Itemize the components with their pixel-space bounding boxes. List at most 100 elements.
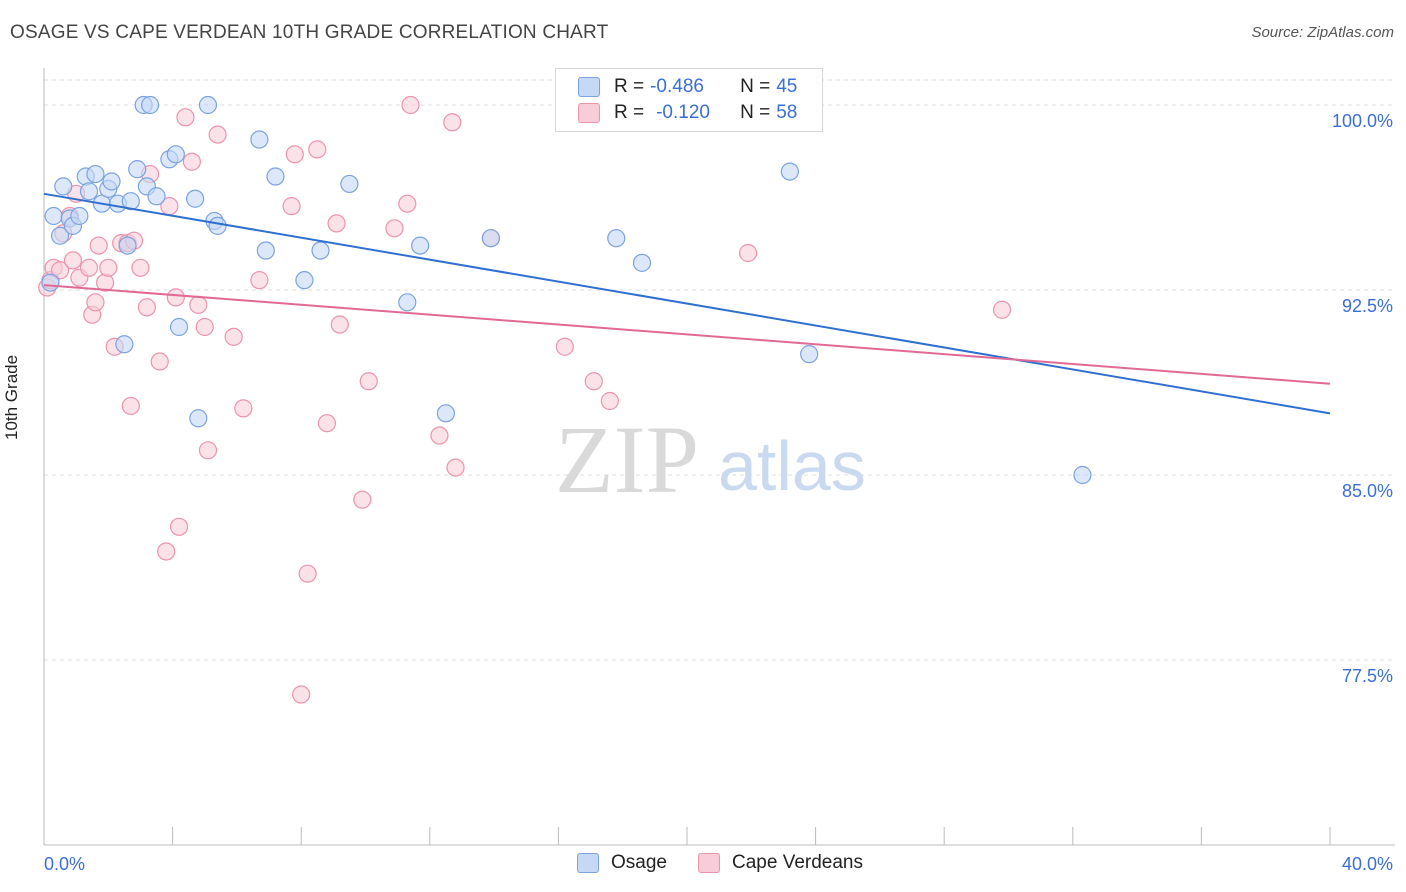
osage-point	[86, 164, 105, 184]
osage-point	[198, 95, 218, 115]
legend-cape-label: Cape Verdeans	[732, 852, 863, 873]
cape-verdeans-point	[308, 140, 327, 159]
osage-point	[128, 160, 147, 179]
y-tick-label: 77.5%	[1342, 666, 1393, 686]
cape-verdeans-point	[600, 391, 619, 411]
cape-verdeans-point	[330, 315, 349, 334]
osage-point	[266, 167, 285, 186]
cape-verdeans-point	[992, 300, 1012, 319]
osage-point	[436, 404, 455, 423]
cape-verdeans-point	[63, 251, 83, 270]
cape-verdeans-point	[166, 288, 185, 307]
axes	[43, 68, 1395, 846]
cape-verdeans-point	[86, 293, 105, 312]
osage-point	[70, 206, 89, 226]
watermark: ZIP atlas	[555, 406, 866, 513]
legend-r-label: R =	[614, 102, 645, 123]
osage-point	[411, 236, 430, 255]
osage-swatch	[578, 77, 600, 97]
osage-point	[115, 335, 134, 354]
legend-r-value: -0.486	[650, 76, 704, 97]
legend-item-cape-verdeans: Cape Verdeans	[698, 852, 863, 874]
cape-verdeans-point	[89, 236, 108, 255]
gridlines	[44, 79, 1395, 661]
osage-point	[208, 216, 227, 235]
y-axis-label: 10th Grade	[2, 354, 21, 440]
cape-verdeans-point	[131, 258, 150, 277]
osage-point	[140, 95, 160, 115]
osage-point	[607, 229, 626, 248]
watermark-atlas: atlas	[718, 427, 866, 505]
cape-verdeans-trend-line	[43, 284, 1331, 385]
osage-point	[800, 345, 819, 364]
cape-verdeans-point	[182, 152, 201, 171]
cape-verdeans-point	[555, 337, 574, 356]
cape-verdeans-point	[353, 490, 372, 509]
y-tick-label: 92.5%	[1342, 296, 1393, 316]
cape-verdeans-point	[198, 441, 218, 460]
osage-point	[169, 317, 189, 337]
cape-legend-swatch	[698, 853, 720, 873]
osage-point	[250, 130, 269, 149]
cape-verdeans-point	[285, 145, 304, 164]
cape-verdeans-point	[317, 414, 337, 433]
cape-verdeans-point	[121, 396, 140, 416]
cape-verdeans-point	[359, 372, 378, 391]
y-tick-label: 85.0%	[1342, 481, 1393, 501]
cape-verdeans-point	[150, 352, 169, 371]
cape-verdeans-point	[385, 219, 404, 238]
osage-point	[44, 206, 63, 226]
cape-verdeans-point	[292, 685, 311, 704]
legend-r-label: R =	[614, 76, 645, 97]
osage-point	[398, 293, 417, 312]
cape-verdeans-point	[446, 458, 465, 477]
osage-point	[311, 241, 330, 260]
cape-verdeans-point	[189, 295, 208, 314]
osage-point	[632, 253, 652, 272]
series-legend: Osage Cape Verdeans	[0, 852, 1406, 878]
cape-swatch	[578, 103, 600, 123]
cape-verdeans-point	[327, 214, 346, 233]
x-tick-label: 40.0%	[1342, 854, 1393, 874]
legend-row-cape: R = -0.120 N = 58	[578, 101, 797, 125]
cape-verdeans-point	[79, 258, 99, 277]
cape-verdeans-point	[157, 542, 176, 561]
osage-point	[121, 192, 140, 211]
osage-point	[1073, 465, 1092, 485]
osage-point	[102, 172, 121, 191]
chart-source: Source: ZipAtlas.com	[1251, 24, 1394, 41]
legend-r-value: -0.120	[656, 102, 710, 123]
tick-labels: 77.5% 85.0% 92.5% 100.0% 0.0% 40.0%	[44, 111, 1393, 874]
watermark-zip: ZIP	[555, 406, 699, 513]
osage-point	[340, 174, 359, 194]
osage-point	[54, 177, 73, 196]
osage-point	[189, 409, 208, 428]
cape-verdeans-point	[401, 95, 420, 115]
cape-verdeans-point	[176, 108, 195, 127]
legend-item-osage: Osage	[577, 852, 667, 874]
cape-verdeans-point	[137, 298, 156, 317]
stats-legend: R = -0.486 N = 45 R = -0.120 N = 58	[555, 68, 823, 132]
osage-legend-swatch	[577, 853, 599, 873]
cape-verdeans-point	[298, 564, 317, 583]
chart-title: OSAGE VS CAPE VERDEAN 10TH GRADE CORRELA…	[10, 22, 609, 43]
legend-n-label: N =	[740, 102, 771, 123]
cape-verdeans-point	[282, 197, 301, 216]
osage-point	[79, 182, 99, 201]
osage-point	[295, 271, 314, 290]
cape-verdeans-point	[430, 426, 449, 445]
cape-verdeans-point	[443, 113, 462, 132]
osage-point	[481, 229, 500, 248]
cape-verdeans-point	[250, 271, 269, 290]
osage-point	[166, 145, 185, 164]
cape-verdeans-point	[195, 317, 214, 337]
osage-point	[780, 162, 799, 181]
cape-verdeans-point	[50, 261, 70, 280]
cape-verdeans-point	[224, 327, 243, 346]
osage-point	[186, 189, 205, 208]
osage-points	[41, 95, 1092, 485]
cape-verdeans-point	[208, 125, 227, 144]
legend-row-osage: R = -0.486 N = 45	[578, 75, 797, 99]
legend-n-value: 45	[776, 76, 798, 97]
